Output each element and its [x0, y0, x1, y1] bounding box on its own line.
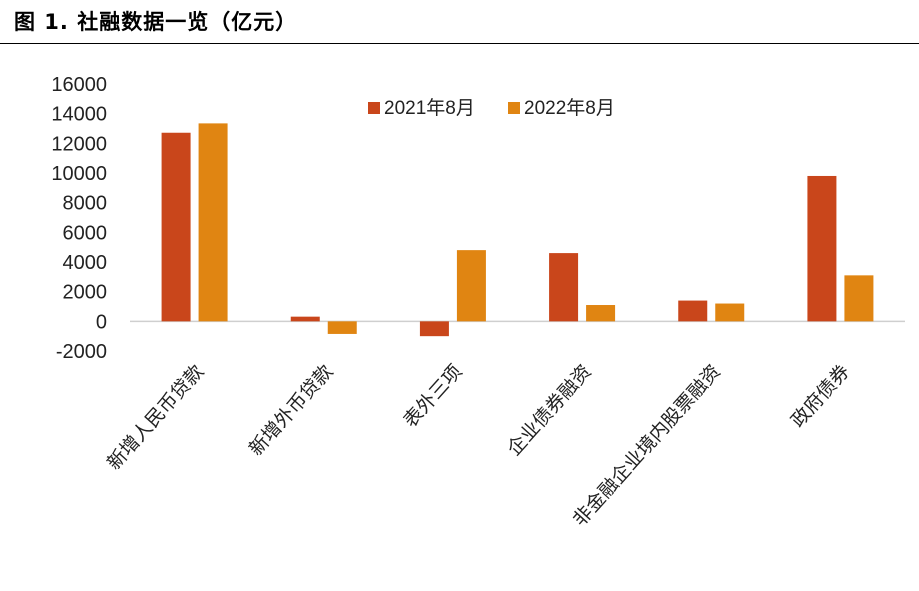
bar: [549, 253, 579, 322]
bar: [586, 305, 616, 322]
y-tick-label: 6000: [63, 222, 108, 244]
x-category-label: 表外三项: [399, 361, 466, 432]
x-category-label: 企业债券融资: [503, 361, 596, 460]
legend-swatch: [508, 102, 520, 114]
y-tick-label: 8000: [63, 193, 108, 215]
legend-label: 2022年8月: [524, 97, 615, 119]
y-tick-label: 0: [96, 311, 107, 333]
bar: [198, 123, 228, 322]
y-tick-label: -2000: [56, 341, 107, 363]
y-tick-label: 4000: [63, 252, 108, 274]
x-category-label: 新增人民币贷款: [103, 361, 208, 475]
legend-swatch: [368, 102, 380, 114]
y-tick-label: 2000: [63, 282, 108, 304]
bar: [715, 303, 745, 322]
y-tick-label: 12000: [51, 133, 107, 155]
bar: [161, 132, 191, 322]
figure-title: 图 1. 社融数据一览（亿元）: [14, 10, 298, 34]
legend-label: 2021年8月: [384, 97, 475, 119]
x-category-label: 非金融企业境内股票融资: [569, 361, 725, 531]
bar: [456, 250, 486, 322]
y-tick-label: 16000: [51, 74, 107, 96]
title-underline: [0, 43, 919, 44]
bar: [844, 275, 874, 322]
y-tick-label: 14000: [51, 104, 107, 126]
bar: [290, 316, 320, 322]
y-tick-label: 10000: [51, 163, 107, 185]
x-category-label: 政府债券: [787, 361, 854, 432]
bar: [678, 300, 708, 322]
bar: [807, 175, 837, 322]
bar: [419, 321, 449, 337]
x-category-label: 新增外币贷款: [245, 361, 338, 460]
bar: [327, 321, 357, 334]
